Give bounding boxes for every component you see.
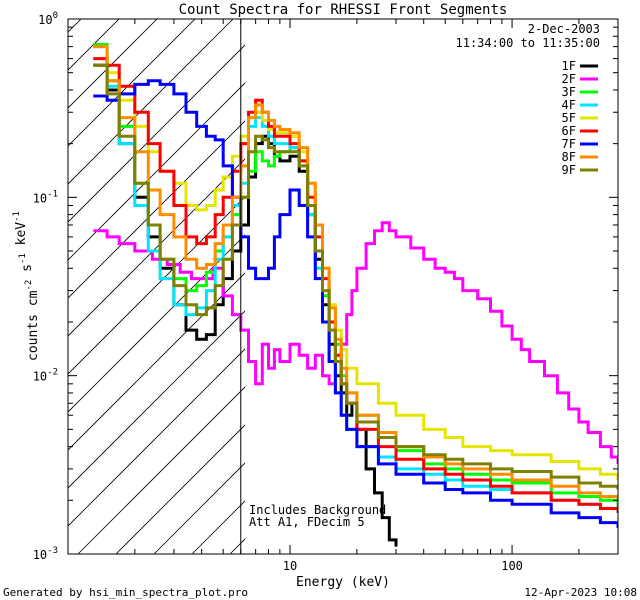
annotation-attenuator: Att A1, FDecim 5 <box>249 515 365 529</box>
legend-date: 2-Dec-2003 <box>528 22 600 36</box>
series-layer <box>93 42 618 547</box>
hatch-line <box>68 19 82 33</box>
hatch-line <box>68 310 245 489</box>
series-line-8F <box>93 45 618 501</box>
plot-frame <box>67 18 619 555</box>
hatch-line <box>68 348 245 527</box>
legend-label-4F: 4F <box>562 98 576 112</box>
y-axis-label: counts cm-2 s-1 keV-1 <box>12 211 41 361</box>
y-tick-label: 10-1 <box>33 189 58 205</box>
legend: 2-Dec-2003 11:34:00 to 11:35:00 1F2F3F4F… <box>456 22 601 177</box>
series-line-2F <box>93 221 618 464</box>
legend-label-2F: 2F <box>562 72 576 86</box>
y-tick-label: 10-3 <box>33 546 58 562</box>
chart-title: Count Spectra for RHESSI Front Segments <box>179 2 508 18</box>
series-line-4F <box>93 45 618 513</box>
footer-generator: Generated by hsi_min_spectra_plot.pro <box>3 586 248 599</box>
hatch-line <box>68 158 245 337</box>
legend-label-6F: 6F <box>562 124 576 138</box>
footer-timestamp: 12-Apr-2023 10:08 <box>524 586 637 599</box>
series-line-6F <box>93 57 618 513</box>
x-tick-label: 10 <box>283 559 297 573</box>
legend-label-9F: 9F <box>562 163 576 177</box>
hatch-line <box>68 19 158 109</box>
hatch-line <box>68 196 245 375</box>
legend-label-3F: 3F <box>562 85 576 99</box>
legend-label-5F: 5F <box>562 111 576 125</box>
hatch-line <box>68 234 245 413</box>
axes: 10 100 100 10-1 10-2 10-3 <box>33 11 619 573</box>
hatch-line <box>68 44 245 223</box>
series-line-7F <box>93 79 618 528</box>
legend-label-1F: 1F <box>562 59 576 73</box>
hatch-line <box>77 386 245 554</box>
series-line-9F <box>93 63 618 490</box>
hatch-line <box>68 120 245 299</box>
x-axis-label: Energy (keV) <box>296 575 390 590</box>
attenuator-hatch-region <box>68 19 245 554</box>
hatch-line <box>68 272 245 451</box>
series-line-5F <box>93 57 618 480</box>
hatch-line <box>229 538 245 554</box>
hatch-line <box>115 424 245 554</box>
y-tick-label: 100 <box>38 11 58 27</box>
y-tick-label: 10-2 <box>33 368 58 384</box>
legend-label-8F: 8F <box>562 150 576 164</box>
legend-label-7F: 7F <box>562 137 576 151</box>
x-tick-label: 100 <box>501 559 523 573</box>
hatch-line <box>68 19 234 185</box>
legend-time-range: 11:34:00 to 11:35:00 <box>456 36 601 50</box>
annotation-background: Includes Background <box>249 503 386 517</box>
